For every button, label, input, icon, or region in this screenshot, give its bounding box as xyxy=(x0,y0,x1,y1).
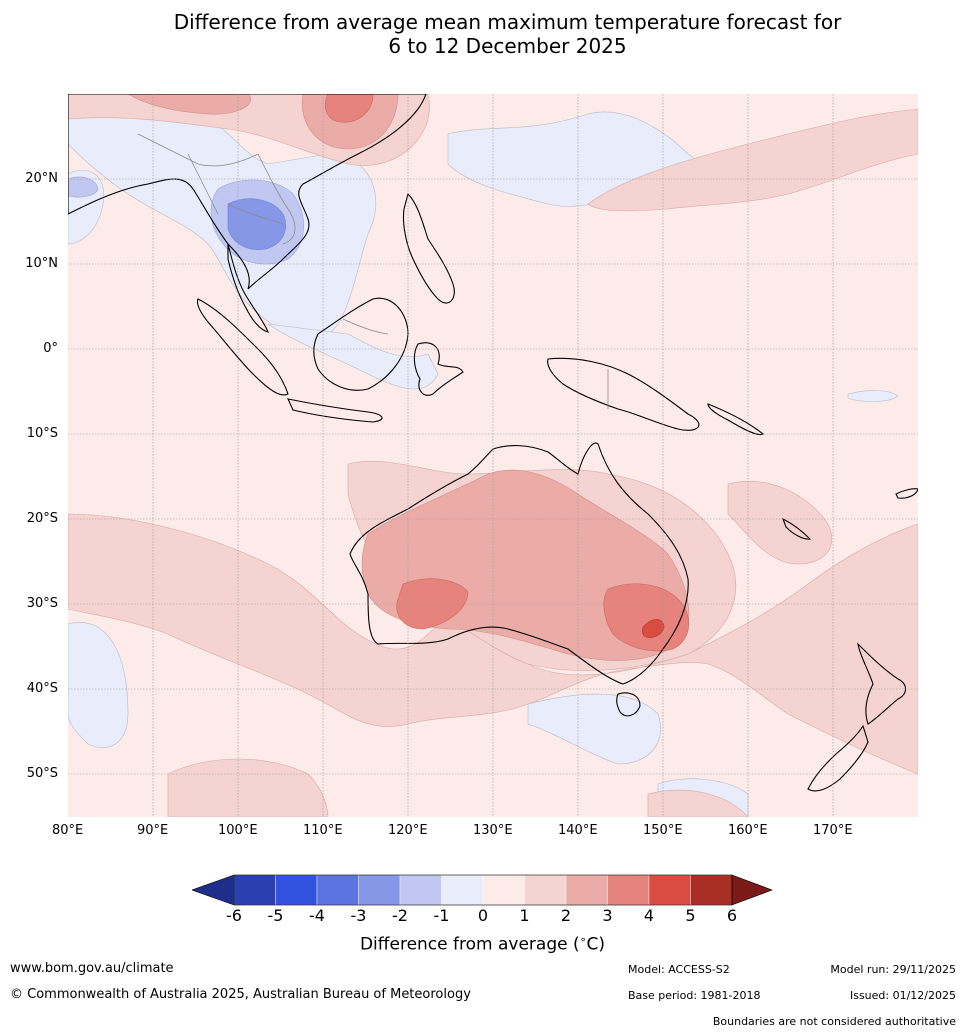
borneo-coastline xyxy=(313,297,409,391)
copyright-text: © Commonwealth of Australia 2025, Austra… xyxy=(10,987,471,1002)
issued-text: Issued: 01/12/2025 xyxy=(849,989,956,1002)
java-coastline xyxy=(287,398,383,423)
lon-label-160e: 160°E xyxy=(728,823,768,838)
lat-label-30s: 30°S xyxy=(26,596,58,611)
lat-label-20s: 20°S xyxy=(26,511,58,526)
malay-peninsula-coastline xyxy=(227,243,269,333)
colorbar-label-text: Difference from average ( xyxy=(359,934,580,955)
lon-label-110e: 110°E xyxy=(303,823,343,838)
colorbar-tick-label: -4 xyxy=(309,906,325,925)
colorbar-tick-label: -5 xyxy=(267,906,284,925)
colorbar-tick-label: -3 xyxy=(350,906,367,925)
lon-label-120e: 120°E xyxy=(388,823,428,838)
colorbar xyxy=(192,874,773,906)
forecast-map xyxy=(68,94,918,817)
new-guinea-coastline xyxy=(547,357,700,431)
colorbar-tick-label: 4 xyxy=(643,906,655,925)
nz-north-island-coastline xyxy=(857,642,907,725)
asia-coastline xyxy=(68,94,427,290)
colorbar-extend-high xyxy=(731,874,773,906)
base-period-text: Base period: 1981-2018 xyxy=(628,989,761,1002)
solomon-islands-coastline xyxy=(707,403,764,436)
warm-anomaly-4-5 xyxy=(641,619,665,638)
disclaimer-text: Boundaries are not considered authoritat… xyxy=(712,1015,956,1028)
colorbar-tick-label: 6 xyxy=(726,906,738,925)
colorbar-tick-label: 5 xyxy=(685,906,696,925)
new-caledonia-coastline xyxy=(781,517,812,540)
cool-anomaly-strong xyxy=(227,198,286,250)
lat-label-10s: 10°S xyxy=(26,426,58,441)
colorbar-extend-low xyxy=(192,874,235,906)
lon-label-130e: 130°E xyxy=(473,823,513,838)
lon-label-140e: 140°E xyxy=(558,823,598,838)
colorbar-swatch xyxy=(565,874,608,906)
title-line-2: 6 to 12 December 2025 xyxy=(388,34,627,58)
colorbar-swatch xyxy=(648,874,691,906)
colorbar-swatch xyxy=(690,874,733,906)
colorbar-swatch xyxy=(316,874,359,906)
philippines-coastline xyxy=(402,192,455,304)
lat-label-0: 0° xyxy=(43,341,58,356)
colorbar-tick-label: 0 xyxy=(477,906,489,925)
nz-south-island-coastline xyxy=(807,724,869,792)
colorbar-swatch xyxy=(358,874,401,906)
map-title: Difference from average mean maximum tem… xyxy=(0,10,965,58)
australia-coastline xyxy=(349,442,689,685)
colorbar-label: Difference from average (∘C) xyxy=(0,933,965,955)
colorbar-swatch xyxy=(399,874,442,906)
website-link[interactable]: www.bom.gov.au/climate xyxy=(10,961,174,976)
colorbar-swatch xyxy=(275,874,318,906)
graticule xyxy=(68,94,918,817)
colorbar-outline xyxy=(233,874,733,906)
colorbar-tick-label: -2 xyxy=(392,906,408,925)
colorbar-tick-label: -6 xyxy=(226,906,242,925)
lon-label-150e: 150°E xyxy=(643,823,683,838)
title-line-1: Difference from average mean maximum tem… xyxy=(173,10,842,34)
colorbar-swatch xyxy=(233,874,276,906)
sulawesi-coastline xyxy=(413,342,464,396)
degree-symbol: ∘ xyxy=(579,933,587,946)
model-run-text: Model run: 29/11/2025 xyxy=(830,963,956,976)
tasmania-coastline xyxy=(616,692,641,717)
colorbar-swatch xyxy=(524,874,567,906)
colorbar-swatch xyxy=(607,874,650,906)
lat-label-40s: 40°S xyxy=(26,681,58,696)
country-boundaries xyxy=(137,133,609,409)
colorbar-tick-label: 3 xyxy=(602,906,613,925)
fiji-coastline xyxy=(895,488,918,499)
lat-label-50s: 50°S xyxy=(26,766,58,781)
colorbar-swatch xyxy=(482,874,525,906)
lon-label-100e: 100°E xyxy=(218,823,258,838)
lon-label-170e: 170°E xyxy=(813,823,853,838)
sumatra-coastline xyxy=(196,298,289,396)
lat-label-10n: 10°N xyxy=(25,256,58,271)
model-text: Model: ACCESS-S2 xyxy=(628,963,730,976)
lat-label-20n: 20°N xyxy=(25,171,58,186)
colorbar-swatch xyxy=(441,874,484,906)
colorbar-swatches xyxy=(192,874,773,906)
coastlines xyxy=(68,94,918,792)
colorbar-tick-label: 1 xyxy=(519,906,530,925)
colorbar-label-unit: C) xyxy=(586,934,606,955)
colorbar-tick-label: 2 xyxy=(560,906,572,925)
lon-label-90e: 90°E xyxy=(137,823,169,838)
colorbar-tick-label: -1 xyxy=(433,906,450,925)
lon-label-80e: 80°E xyxy=(52,823,84,838)
